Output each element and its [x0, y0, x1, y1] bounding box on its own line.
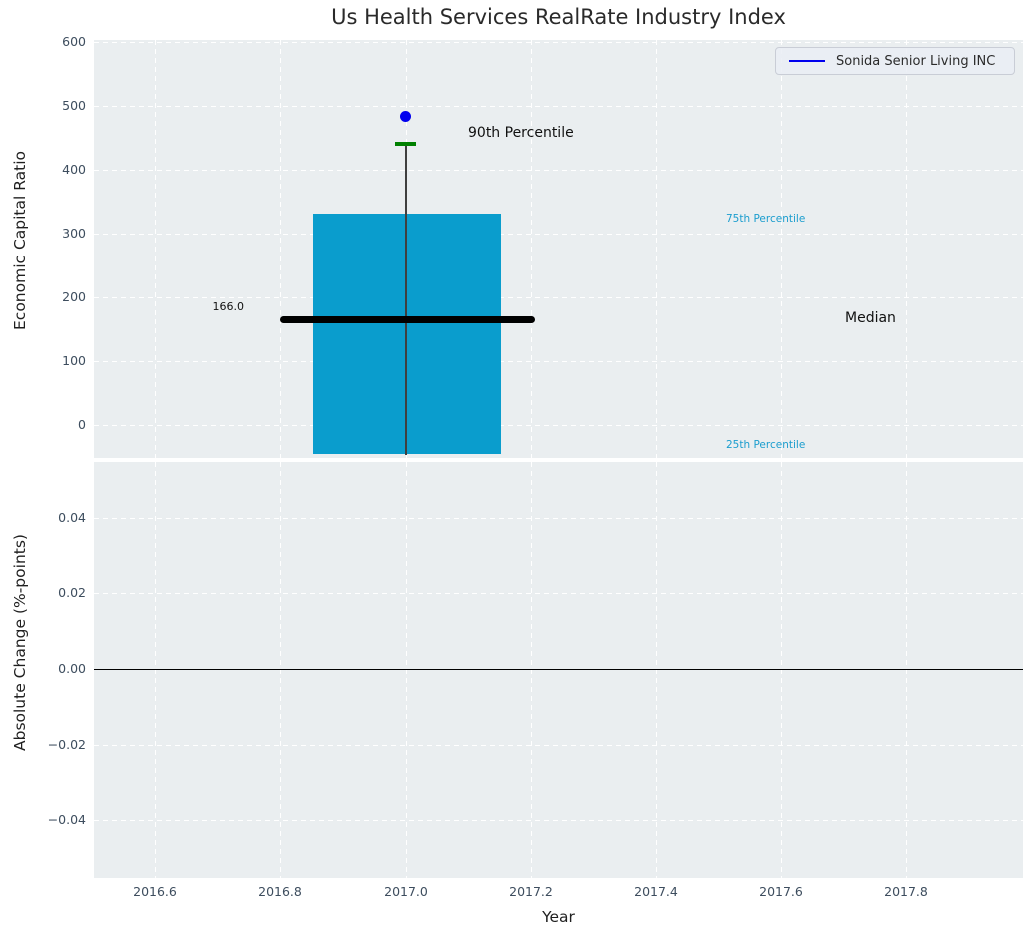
x-tick-label: 2016.6: [133, 884, 177, 899]
legend: Sonida Senior Living INC: [775, 47, 1015, 75]
horizontal-gridline: [94, 425, 1023, 427]
top-plot-area: 90th Percentile 166.0 75th Percentile Me…: [94, 40, 1023, 458]
horizontal-gridline: [94, 297, 1023, 299]
chart-title: Us Health Services RealRate Industry Ind…: [331, 5, 786, 29]
x-tick-label: 2017.0: [384, 884, 428, 899]
annotation-median-value: 166.0: [212, 300, 245, 313]
median-line: [280, 315, 535, 323]
y-tick-label: 0.02: [58, 585, 86, 600]
y-tick-label: 0.04: [58, 510, 86, 525]
horizontal-gridline: [94, 170, 1023, 172]
company-data-point: [400, 111, 411, 122]
y-tick-label: 200: [62, 289, 86, 304]
y-tick-label: 0: [78, 417, 86, 432]
horizontal-gridline: [94, 361, 1023, 363]
annotation-median: Median: [845, 310, 896, 326]
y-tick-label: 300: [62, 226, 86, 241]
y-tick-label: −0.02: [47, 737, 86, 752]
horizontal-gridline: [94, 518, 1023, 520]
annotation-90th-percentile: 90th Percentile: [468, 125, 574, 141]
annotation-75th-percentile: 75th Percentile: [726, 213, 806, 225]
y-tick-label: 100: [62, 353, 86, 368]
top-y-axis-label: Economic Capital Ratio: [11, 150, 29, 330]
horizontal-gridline: [94, 745, 1023, 747]
90th-percentile-cap: [395, 142, 416, 146]
vertical-gridline: [906, 40, 908, 458]
horizontal-gridline: [94, 593, 1023, 595]
x-tick-label: 2017.8: [884, 884, 928, 899]
x-tick-label: 2017.2: [509, 884, 553, 899]
y-tick-label: −0.04: [47, 812, 86, 827]
x-tick-label: 2016.8: [258, 884, 302, 899]
horizontal-gridline: [94, 42, 1023, 44]
y-tick-label: 0.00: [58, 661, 86, 676]
zero-reference-line: [94, 669, 1023, 671]
horizontal-gridline: [94, 820, 1023, 822]
x-tick-label: 2017.4: [634, 884, 678, 899]
vertical-gridline: [531, 40, 533, 458]
bottom-plot-area: [94, 462, 1023, 878]
y-tick-label: 400: [62, 162, 86, 177]
vertical-gridline: [280, 40, 282, 458]
boxplot-iqr-box: [313, 214, 501, 454]
horizontal-gridline: [94, 234, 1023, 236]
x-axis-label: Year: [542, 908, 575, 926]
y-tick-label: 500: [62, 98, 86, 113]
vertical-gridline: [781, 40, 783, 458]
y-tick-label: 600: [62, 34, 86, 49]
vertical-gridline: [656, 40, 658, 458]
horizontal-gridline: [94, 106, 1023, 108]
legend-label: Sonida Senior Living INC: [836, 53, 996, 69]
boxplot-whisker-line: [405, 144, 407, 455]
x-tick-label: 2017.6: [759, 884, 803, 899]
vertical-gridline: [155, 40, 157, 458]
annotation-25th-percentile: 25th Percentile: [726, 439, 806, 451]
legend-line-sample-icon: [789, 59, 825, 63]
